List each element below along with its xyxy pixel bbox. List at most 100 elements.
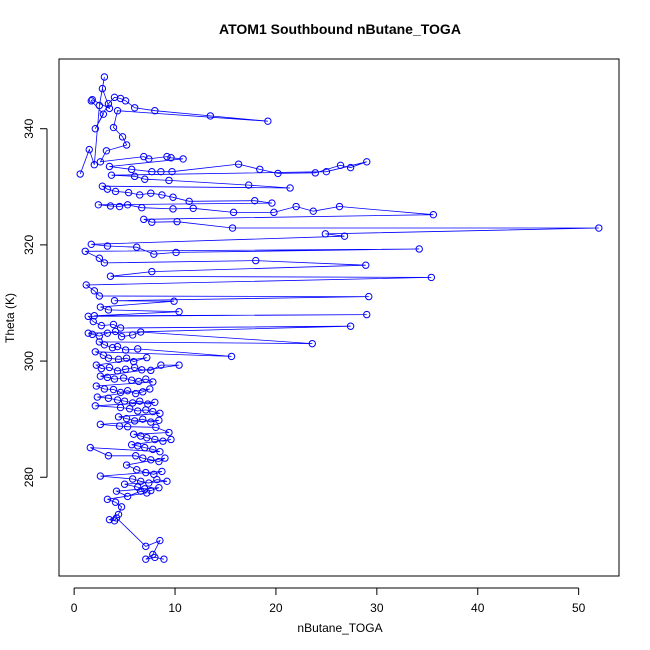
data-point (98, 84, 107, 93)
data-point (129, 430, 138, 438)
data-point (105, 104, 114, 113)
data-point (143, 353, 151, 362)
y-tick-label: 340 (22, 118, 36, 138)
data-point (100, 259, 109, 267)
data-point (123, 386, 132, 395)
data-point (365, 292, 373, 301)
data-point (90, 161, 99, 169)
y-axis-label: Theta (K) (3, 293, 17, 343)
data-point (97, 321, 106, 330)
data-point (131, 389, 140, 398)
data-point (206, 112, 215, 120)
data-point (109, 123, 118, 132)
data-point (156, 447, 164, 456)
x-tick-label: 30 (370, 601, 384, 615)
data-point (116, 388, 125, 397)
data-point (115, 202, 124, 211)
data-point (100, 341, 109, 349)
data-point (76, 170, 84, 178)
data-point (148, 267, 156, 276)
data-point (189, 204, 197, 212)
data-point (87, 97, 95, 105)
data-point (139, 454, 147, 462)
data-point (158, 467, 166, 476)
data-point (123, 492, 132, 501)
data-point (163, 477, 171, 486)
data-point (147, 189, 155, 197)
data-point (93, 393, 102, 401)
y-tick-label: 320 (22, 235, 36, 255)
data-point (161, 454, 169, 462)
data-point (158, 191, 166, 199)
data-point (130, 363, 139, 372)
data-point (155, 484, 163, 492)
data-point (105, 363, 114, 372)
data-point (185, 197, 193, 206)
data-point (99, 110, 108, 118)
data-point (268, 199, 276, 207)
data-point (179, 155, 187, 163)
data-point (110, 296, 119, 305)
data-point (103, 329, 112, 337)
data-point (97, 364, 106, 373)
data-point (91, 348, 100, 356)
data-point (81, 247, 89, 255)
data-point (128, 331, 137, 339)
data-point (113, 396, 122, 404)
data-point (104, 100, 113, 108)
data-point (117, 503, 126, 511)
data-point (427, 273, 436, 282)
data-point (172, 248, 180, 257)
data-point (104, 452, 113, 460)
data-point (147, 366, 155, 375)
data-point (141, 443, 149, 452)
data-point (335, 202, 344, 211)
data-point (112, 514, 121, 522)
data-point (132, 465, 141, 474)
data-point (114, 355, 123, 364)
data-point (234, 160, 243, 168)
data-point (151, 553, 159, 562)
data-point (175, 361, 183, 369)
data-point (121, 97, 130, 105)
data-point (136, 191, 144, 199)
data-point (163, 152, 171, 161)
data-point (116, 403, 125, 412)
data-point (134, 345, 142, 353)
data-point (123, 201, 132, 209)
data-point (113, 367, 122, 375)
x-tick-label: 10 (168, 601, 182, 615)
data-point (115, 422, 124, 430)
data-point (95, 254, 104, 262)
data-point (123, 423, 132, 431)
data-point (88, 95, 96, 104)
data-point (95, 332, 104, 340)
data-point (120, 397, 129, 405)
data-point (244, 181, 253, 189)
y-tick-label: 300 (22, 351, 36, 371)
data-point (274, 169, 282, 178)
data-point (346, 163, 355, 172)
y-axis: 280 300 320 340 (22, 118, 48, 487)
data-point (165, 428, 173, 437)
data-point (91, 125, 100, 133)
data-point (152, 423, 160, 431)
data-point (87, 240, 95, 249)
data-point (151, 107, 159, 115)
data-point (103, 185, 112, 193)
data-point (127, 165, 136, 174)
data-point (94, 201, 103, 209)
data-point (119, 374, 128, 382)
data-point (157, 361, 165, 369)
data-point (149, 378, 157, 386)
data-point (168, 167, 176, 176)
data-point (336, 161, 345, 170)
data-point (156, 536, 164, 545)
data-point (103, 242, 112, 250)
data-point (134, 407, 142, 415)
data-point (122, 461, 131, 469)
data-point (311, 169, 319, 177)
x-tick-label: 40 (471, 601, 485, 615)
data-point (286, 184, 294, 192)
data-point (142, 375, 150, 383)
